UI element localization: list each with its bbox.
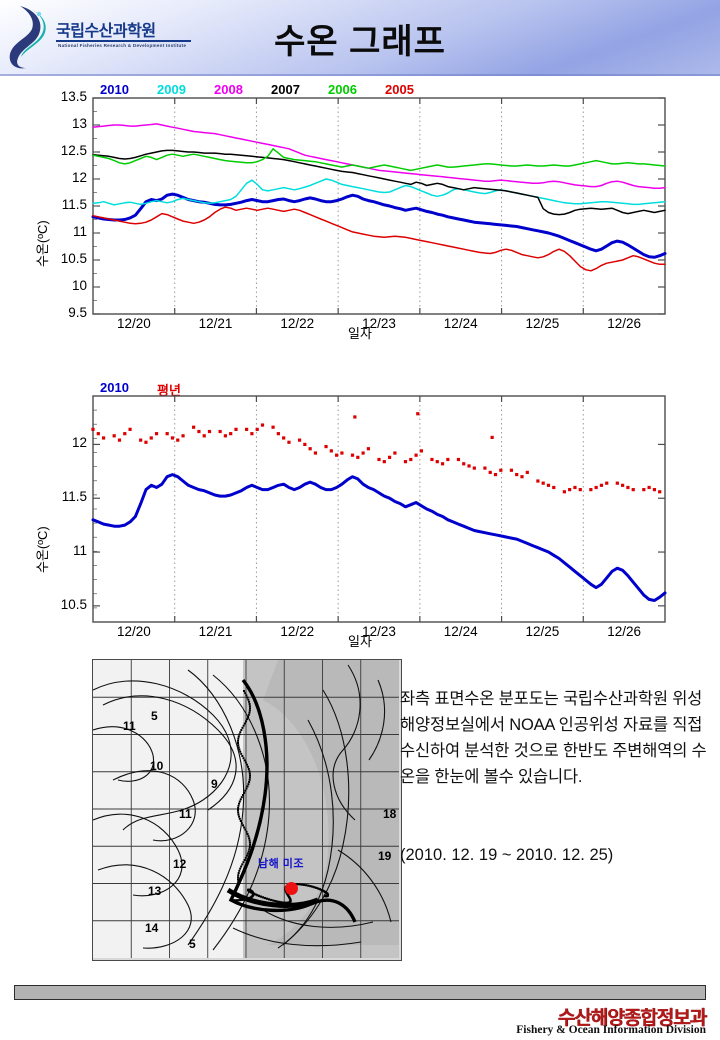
logo-text-korean: 국립수산과학원 [56, 23, 156, 40]
map-station-label: 남해 미조 [258, 858, 305, 870]
chart2-x-axis-label: 일자 [348, 634, 372, 649]
y-tick: 13 [71, 116, 87, 131]
x-tick: 12/24 [443, 624, 478, 639]
contour-label: 19 [378, 849, 392, 863]
contour-label: 10 [150, 759, 164, 773]
legend-item-2005: 2005 [385, 82, 414, 97]
map-date-range: (2010. 12. 19 ~ 2010. 12. 25) [400, 846, 614, 864]
y-tick: 11.5 [61, 197, 87, 212]
series-2008 [92, 123, 666, 189]
y-tick: 12.5 [60, 143, 87, 158]
map-description-text: 좌측 표면수온 분포도는 국립수산과학원 위성해양정보실에서 NOAA 인공위성… [400, 690, 707, 786]
legend-item-2010: 2010 [100, 380, 129, 395]
x-tick: 12/20 [116, 624, 151, 639]
legend-item-2009: 2009 [157, 82, 186, 97]
y-tick: 11.5 [61, 489, 87, 505]
chart2-plot-area [91, 395, 667, 623]
x-tick: 12/20 [116, 316, 151, 331]
series-2009 [92, 178, 666, 206]
x-tick: 12/25 [525, 316, 560, 331]
x-tick: 12/26 [607, 316, 642, 331]
footer-org-english: Fishery & Ocean Information Division [516, 1024, 706, 1036]
series-2007 [92, 149, 666, 216]
x-tick: 12/26 [607, 624, 642, 639]
x-tick: 12/24 [443, 316, 478, 331]
x-tick: 12/22 [280, 316, 315, 331]
x-tick: 12/22 [280, 624, 315, 639]
chart1-plot-area [91, 97, 667, 315]
y-tick: 12 [71, 435, 87, 451]
map-station-marker [285, 882, 298, 895]
contour-label: 14 [145, 921, 159, 935]
chart-multiyear-temperature: 수온(ºC) 13.5 13 12.5 12 11.5 11 10.5 10 9.5 12/20… [0, 82, 720, 341]
page-header: 국립수산과학원 National Fisheries Research & De… [0, 0, 720, 76]
contour-label: 13 [148, 884, 162, 898]
series-2010 [91, 473, 667, 602]
y-tick: 13.5 [60, 89, 87, 104]
page-title: 수온 그래프 [274, 23, 446, 61]
map-graphic: 5 11 10 9 11 18 19 12 13 14 5 [93, 660, 399, 958]
y-tick: 11 [72, 543, 87, 559]
y-tick: 10 [71, 278, 87, 293]
contour-label: 11 [123, 719, 136, 733]
contour-label: 11 [179, 807, 192, 821]
x-tick: 12/25 [525, 624, 560, 639]
contour-label: 12 [173, 857, 187, 871]
contour-label: 5 [189, 937, 196, 951]
y-tick: 9.5 [68, 305, 87, 320]
header-divider [0, 74, 720, 76]
y-tick: 11 [72, 224, 87, 239]
footer-org-korean: 수산해양종합정보과 [557, 1008, 707, 1029]
y-tick: 10.5 [60, 251, 87, 266]
x-tick: 12/21 [198, 316, 233, 331]
contour-label: 5 [151, 709, 158, 723]
logo-text-english: National Fisheries Research & Developmen… [58, 43, 187, 48]
institute-logo: 국립수산과학원 National Fisheries Research & De… [6, 4, 196, 70]
series-2006 [92, 148, 666, 172]
logo-underline [56, 40, 191, 42]
legend-item-2006: 2006 [328, 82, 357, 97]
sst-distribution-map: 5 11 10 9 11 18 19 12 13 14 5 남해 미조 [92, 659, 402, 961]
legend-item-평년: 평년 [157, 383, 181, 398]
x-tick: 12/23 [362, 316, 396, 331]
chart-2010-vs-normal: 수온(ºC) 12 11.5 11 10.5 12/20 12/21 12/22 12/23… [0, 378, 720, 649]
legend-item-2007: 2007 [271, 82, 300, 97]
logo-mark-icon [9, 6, 46, 69]
legend-item-2008: 2008 [214, 82, 243, 97]
y-tick: 10.5 [60, 596, 87, 612]
legend-item-2010: 2010 [100, 82, 129, 97]
x-tick: 12/23 [362, 624, 396, 639]
y-tick: 12 [71, 170, 87, 185]
x-tick: 12/21 [198, 624, 233, 639]
series-평년 [91, 412, 662, 494]
contour-label: 9 [211, 777, 218, 791]
footer-bar [14, 985, 706, 1000]
series-2005 [92, 206, 666, 272]
chart1-x-axis-label: 일자 [348, 326, 372, 341]
contour-label: 18 [383, 807, 397, 821]
